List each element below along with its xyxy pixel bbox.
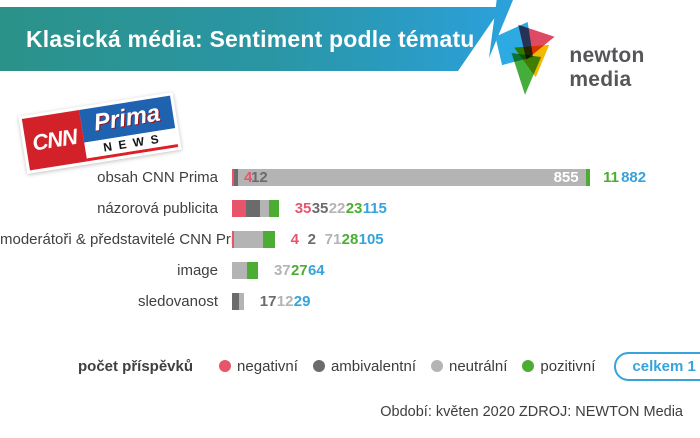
bar-segment-neutrální <box>232 262 248 279</box>
legend-dot-icon <box>219 360 232 372</box>
header-banner: Klasická média: Sentiment podle tématu <box>0 7 502 71</box>
bar-segment-ambivalentní <box>232 293 239 310</box>
bar-segment-neutrální <box>234 231 264 248</box>
total-label: 64 <box>307 262 325 279</box>
legend-item-label: pozitivní <box>540 357 596 375</box>
chart-row: moderátoři & představitelé CNN Prima 4 2 71… <box>0 224 700 255</box>
legend-item-pozitivní: pozitivní <box>522 358 595 375</box>
chart-row: názorová publicita 35 35 22 23 115 <box>0 193 700 224</box>
bar-segment-pozitivní <box>247 262 258 279</box>
value-label: 22 <box>328 200 346 217</box>
stacked-bar <box>232 262 258 279</box>
value-label: 35 <box>311 200 329 217</box>
value-label: 12 <box>276 293 294 310</box>
total-label: 105 <box>358 231 384 248</box>
value-label: 4 <box>290 231 299 248</box>
prima-news-block: Prima NEWS <box>79 95 179 162</box>
bar-segment-negativní <box>232 200 247 217</box>
legend-dot-icon <box>431 360 443 372</box>
legend-items: negativní ambivalentní neutrální pozitivní <box>219 358 610 375</box>
legend-dot-icon <box>522 360 535 372</box>
value-label: 27 <box>290 262 308 279</box>
bar-segment-neutrální <box>238 293 244 310</box>
chart-row: image 37 27 64 <box>0 255 700 286</box>
source-note: Období: květen 2020 ZDROJ: NEWTON Media <box>380 404 683 420</box>
bar-area: 37 27 64 <box>232 262 700 279</box>
value-label: 28 <box>341 231 359 248</box>
bar-segment-negativní <box>232 231 234 248</box>
chart-row: obsah CNN Prima 4 12 855 11 882 <box>0 162 700 193</box>
total-label: 29 <box>293 293 311 310</box>
stacked-bar <box>232 200 279 217</box>
legend: počet příspěvků negativní ambivalentní neu… <box>0 350 700 382</box>
value-label: 37 <box>273 262 291 279</box>
legend-item-label: ambivalentní <box>330 357 416 375</box>
bar-area: 4 12 855 11 882 <box>232 169 700 186</box>
chart-row: sledovanost 17 12 29 <box>0 286 700 317</box>
legend-item-label: neutrální <box>449 357 508 375</box>
legend-dot-icon <box>312 360 325 372</box>
stacked-bar <box>232 169 591 186</box>
legend-item-negativní: negativní <box>219 358 298 375</box>
legend-title: počet příspěvků <box>78 357 194 375</box>
sentiment-bar-chart: obsah CNN Prima 4 12 855 11 882 názorová publi… <box>0 162 700 317</box>
bar-segment-ambivalentní <box>233 169 239 186</box>
category-label: sledovanost <box>137 293 218 310</box>
bar-area: 17 12 29 <box>232 293 700 310</box>
page-title: Klasická média: Sentiment podle tématu <box>26 25 475 52</box>
total-label: 882 <box>621 169 647 186</box>
newton-media-wordmark: newton media <box>569 44 645 91</box>
value-label: 35 <box>294 200 312 217</box>
bar-area: 35 35 22 23 115 <box>232 200 700 217</box>
value-label: 2 <box>307 231 316 248</box>
value-label: 855 <box>553 169 579 186</box>
value-label: 4 <box>244 169 253 186</box>
bar-segment-neutrální <box>260 200 270 217</box>
bar-segment-pozitivní <box>585 169 591 186</box>
bar-segment-neutrální <box>238 169 586 186</box>
value-label: 71 <box>324 231 342 248</box>
stacked-bar <box>232 293 244 310</box>
bar-segment-ambivalentní <box>246 200 261 217</box>
bar-segment-ambivalentní <box>233 231 235 248</box>
bar-segment-pozitivní <box>263 231 275 248</box>
bar-segment-pozitivní <box>269 200 279 217</box>
newton-media-logo: newton media <box>494 10 700 102</box>
category-label: názorová publicita <box>97 200 218 217</box>
category-label: moderátoři & představitelé CNN Prima <box>0 231 256 248</box>
newton-pinwheel-icon <box>495 21 555 95</box>
total-badge: celkem 1 195 <box>614 351 700 381</box>
legend-item-neutrální: neutrální <box>431 358 507 375</box>
category-label: obsah CNN Prima <box>97 169 218 186</box>
stacked-bar <box>232 231 275 248</box>
bar-segment-negativní <box>232 169 234 186</box>
bar-area: 4 2 71 28 105 <box>232 231 700 248</box>
total-label: 115 <box>362 200 387 217</box>
value-label: 23 <box>345 200 363 217</box>
category-label: image <box>177 262 218 279</box>
value-label: 17 <box>259 293 277 310</box>
legend-item-ambivalentní: ambivalentní <box>312 357 416 375</box>
value-label: 11 <box>603 169 619 186</box>
legend-item-label: negativní <box>237 357 298 375</box>
value-label: 12 <box>251 169 268 186</box>
